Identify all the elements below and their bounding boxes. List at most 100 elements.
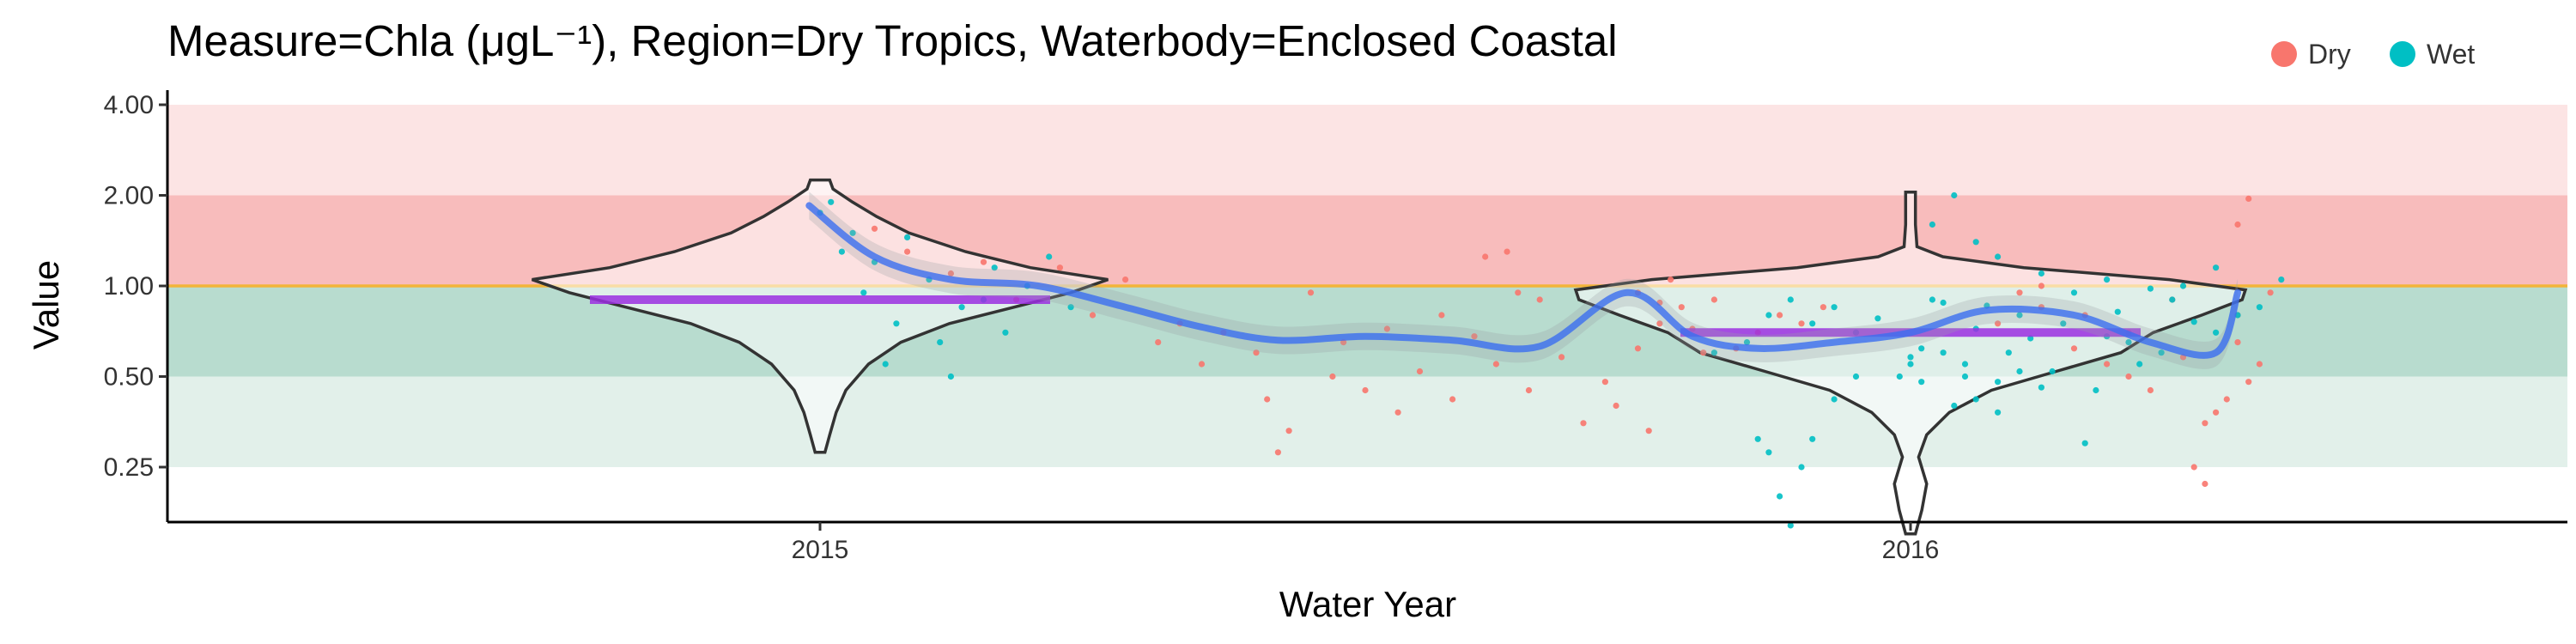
point-dry-55	[2104, 361, 2111, 368]
point-wet-31	[1940, 299, 1947, 307]
point-wet-46	[2136, 361, 2143, 368]
point-dry-36	[1656, 320, 1663, 327]
point-wet-64	[1961, 373, 1969, 380]
point-wet-74	[2070, 289, 2078, 296]
violin-2015	[532, 178, 1109, 454]
point-dry-20	[1383, 325, 1390, 332]
point-wet-63	[1940, 349, 1947, 356]
point-wet-53	[1754, 435, 1761, 442]
point-dry-19	[1362, 386, 1369, 394]
point-wet-57	[1798, 464, 1805, 471]
point-dry-33	[1613, 402, 1619, 410]
point-wet-38	[2016, 312, 2023, 319]
point-wet-80	[2256, 304, 2263, 311]
point-dry-60	[2213, 409, 2220, 416]
x-tick-label-2015: 2015	[792, 536, 849, 564]
point-dry-66	[2234, 221, 2241, 228]
point-dry-8	[1155, 339, 1162, 346]
point-wet-7	[893, 320, 900, 327]
point-dry-24	[1449, 396, 1456, 403]
point-wet-42	[2081, 440, 2088, 447]
legend: Dry Wet	[2271, 39, 2475, 70]
legend-label-dry: Dry	[2308, 39, 2351, 70]
point-wet-43	[2093, 386, 2099, 394]
point-wet-20	[1743, 339, 1751, 346]
point-dry-1	[904, 248, 911, 255]
point-wet-76	[2125, 339, 2132, 346]
point-wet-4	[860, 289, 867, 296]
point-dry-64	[2234, 339, 2241, 346]
point-dry-21	[1394, 409, 1401, 416]
point-wet-69	[1929, 221, 1935, 228]
point-wet-21	[1765, 312, 1772, 319]
point-wet-1	[828, 198, 835, 205]
point-dry-49	[1798, 320, 1805, 327]
point-wet-52	[2278, 276, 2285, 283]
point-dry-68	[2267, 289, 2274, 296]
point-wet-48	[2169, 296, 2176, 303]
point-wet-45	[2114, 308, 2121, 315]
point-wet-58	[1809, 435, 1816, 442]
point-wet-30	[1929, 296, 1935, 303]
point-wet-6	[882, 361, 889, 368]
point-wet-28	[1907, 354, 1914, 361]
point-dry-17	[1329, 373, 1336, 380]
point-wet-40	[2049, 368, 2056, 375]
point-wet-49	[2190, 319, 2197, 325]
point-dry-25	[1471, 333, 1478, 340]
point-wet-8	[904, 234, 911, 240]
point-dry-13	[1264, 396, 1271, 403]
point-dry-27	[1504, 248, 1510, 255]
point-dry-70	[2245, 379, 2252, 386]
chart-title: Measure=Chla (μgL⁻¹), Region=Dry Tropics…	[167, 16, 1618, 65]
point-dry-52	[1995, 320, 2002, 327]
point-dry-23	[1438, 312, 1445, 319]
y-tick-label-1: 0.50	[104, 363, 154, 392]
point-wet-62	[1918, 379, 1925, 386]
point-dry-57	[2147, 386, 2154, 394]
point-wet-14	[991, 264, 998, 271]
band-0	[167, 105, 2567, 196]
point-dry-28	[1525, 386, 1533, 394]
point-dry-31	[1580, 420, 1587, 427]
point-wet-27	[1896, 373, 1903, 380]
point-dry-32	[1601, 379, 1608, 386]
y-tick-label-2: 1.00	[104, 272, 154, 301]
point-wet-12	[958, 304, 965, 311]
point-wet-73	[2038, 270, 2044, 277]
point-dry-65	[2245, 195, 2252, 202]
point-wet-79	[2213, 264, 2220, 271]
point-dry-5	[1056, 264, 1063, 271]
point-wet-66	[1995, 409, 2002, 416]
point-wet-23	[1809, 320, 1816, 327]
axes: 0.25 0.50 1.00 2.00 4.00 2015 2016	[104, 90, 2567, 564]
point-wet-70	[1951, 191, 1958, 199]
point-dry-62	[2202, 480, 2208, 488]
point-dry-14	[1274, 449, 1281, 456]
point-dry-50	[1820, 304, 1826, 311]
point-dry-38	[1482, 253, 1489, 260]
point-dry-63	[2223, 396, 2230, 403]
point-wet-54	[1765, 449, 1772, 456]
point-dry-56	[2125, 373, 2132, 380]
point-wet-17	[1046, 253, 1053, 260]
point-wet-56	[1787, 522, 1794, 529]
point-dry-30	[1558, 354, 1565, 361]
point-dry-39	[1515, 289, 1522, 296]
y-axis-title: Value	[26, 260, 66, 349]
data-points	[817, 191, 2285, 529]
point-dry-26	[1492, 361, 1499, 368]
point-wet-59	[1831, 396, 1838, 403]
trend-line	[805, 202, 2241, 359]
legend-key-dry	[2271, 41, 2297, 67]
point-wet-37	[2005, 349, 2012, 356]
y-tick-label-4: 4.00	[104, 91, 154, 119]
point-wet-3	[849, 229, 856, 236]
point-dry-10	[1198, 361, 1206, 368]
legend-label-wet: Wet	[2427, 39, 2475, 70]
point-wet-41	[2060, 320, 2067, 327]
point-dry-29	[1536, 296, 1543, 303]
band-1	[167, 195, 2567, 286]
point-dry-61	[2190, 464, 2197, 471]
point-dry-2	[947, 270, 954, 277]
